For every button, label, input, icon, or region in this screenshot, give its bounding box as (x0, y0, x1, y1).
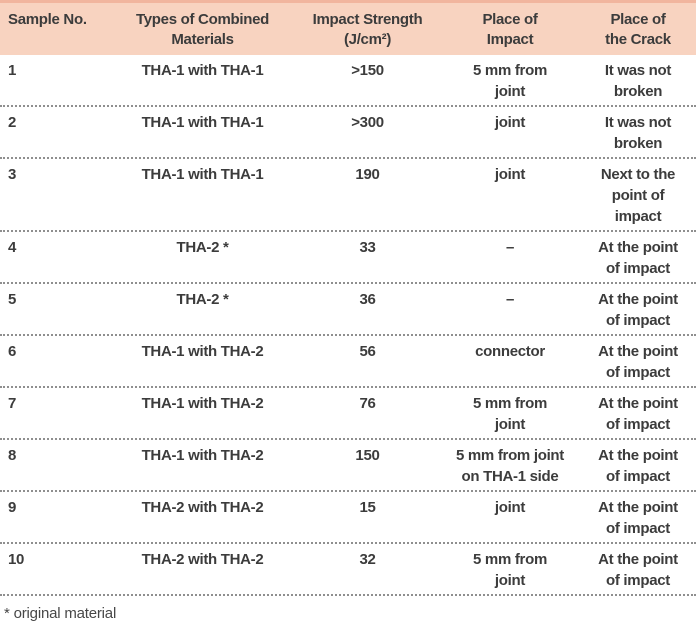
table-header-row: Sample No. Types of Combined Materials I… (0, 0, 696, 55)
cell-place-of-impact: joint (494, 114, 526, 131)
cell-place-of-impact: 5 mm from joint on THA-1 side (455, 447, 564, 485)
header-impact-strength: Impact Strength (J/cm²) (312, 11, 423, 48)
cell-materials: THA-2 with THA-2 (141, 551, 264, 568)
table-row: 1 THA-1 with THA-1 >150 5 mm from joint It w… (0, 55, 696, 107)
table-row: 7 THA-1 with THA-2 76 5 mm from joint At the… (0, 388, 696, 440)
cell-sample-no: 8 (8, 447, 17, 464)
cell-impact-strength: 150 (355, 447, 380, 464)
cell-impact-strength: 36 (359, 291, 376, 308)
header-place-of-impact: Place of Impact (482, 11, 538, 48)
cell-sample-no: 10 (8, 551, 25, 568)
cell-sample-no: 6 (8, 343, 17, 360)
cell-place-of-crack: At the point of impact (598, 551, 678, 589)
cell-impact-strength: 56 (359, 343, 376, 360)
cell-sample-no: 2 (8, 114, 17, 131)
table-row: 5 THA-2 * 36 – At the point of impact (0, 284, 696, 336)
cell-materials: THA-1 with THA-1 (141, 166, 264, 183)
cell-materials: THA-1 with THA-1 (141, 114, 264, 131)
table-row: 8 THA-1 with THA-2 150 5 mm from joint on T… (0, 440, 696, 492)
cell-materials: THA-1 with THA-2 (141, 343, 264, 360)
cell-impact-strength: 32 (359, 551, 376, 568)
cell-place-of-crack: At the point of impact (598, 239, 678, 277)
table-row: 4 THA-2 * 33 – At the point of impact (0, 232, 696, 284)
table-row: 6 THA-1 with THA-2 56 connector At the point… (0, 336, 696, 388)
table-row: 9 THA-2 with THA-2 15 joint At the point of … (0, 492, 696, 544)
table-body: 1 THA-1 with THA-1 >150 5 mm from joint It w… (0, 55, 696, 596)
cell-impact-strength: 190 (355, 166, 380, 183)
cell-place-of-impact: 5 mm from joint (473, 551, 547, 589)
cell-sample-no: 5 (8, 291, 17, 308)
header-materials: Types of Combined Materials (136, 11, 269, 48)
cell-place-of-impact: joint (494, 499, 526, 516)
cell-materials: THA-2 with THA-2 (141, 499, 264, 516)
cell-materials: THA-2 * (176, 239, 229, 256)
cell-sample-no: 4 (8, 239, 17, 256)
cell-place-of-crack: It was not broken (604, 114, 672, 152)
cell-materials: THA-1 with THA-1 (141, 62, 264, 79)
cell-materials: THA-2 * (176, 291, 229, 308)
cell-impact-strength: 15 (359, 499, 376, 516)
cell-place-of-impact: joint (494, 166, 526, 183)
table-row: 10 THA-2 with THA-2 32 5 mm from joint At th… (0, 544, 696, 596)
cell-place-of-crack: At the point of impact (598, 447, 678, 485)
cell-sample-no: 7 (8, 395, 17, 412)
cell-sample-no: 9 (8, 499, 17, 516)
cell-place-of-crack: At the point of impact (598, 291, 678, 329)
cell-place-of-crack: At the point of impact (598, 395, 678, 433)
table-row: 2 THA-1 with THA-1 >300 joint It was not bro… (0, 107, 696, 159)
cell-place-of-crack: At the point of impact (598, 343, 678, 381)
cell-materials: THA-1 with THA-2 (141, 395, 264, 412)
table-footnote: * original material (4, 605, 117, 622)
cell-place-of-crack: Next to the point of impact (600, 166, 676, 225)
cell-impact-strength: >150 (351, 62, 384, 79)
cell-impact-strength: 76 (359, 395, 376, 412)
cell-sample-no: 3 (8, 166, 17, 183)
header-sample-no: Sample No. (8, 11, 87, 28)
cell-place-of-impact: – (505, 291, 515, 308)
cell-place-of-impact: – (505, 239, 515, 256)
cell-place-of-impact: 5 mm from joint (473, 395, 547, 433)
cell-place-of-crack: It was not broken (604, 62, 672, 100)
cell-place-of-crack: At the point of impact (598, 499, 678, 537)
cell-sample-no: 1 (8, 62, 17, 79)
header-place-of-crack: Place of the Crack (605, 11, 671, 48)
cell-place-of-impact: 5 mm from joint (473, 62, 547, 100)
cell-materials: THA-1 with THA-2 (141, 447, 264, 464)
cell-place-of-impact: connector (475, 343, 545, 360)
cell-impact-strength: >300 (351, 114, 384, 131)
cell-impact-strength: 33 (359, 239, 376, 256)
table-row: 3 THA-1 with THA-1 190 joint Next to the poi… (0, 159, 696, 232)
